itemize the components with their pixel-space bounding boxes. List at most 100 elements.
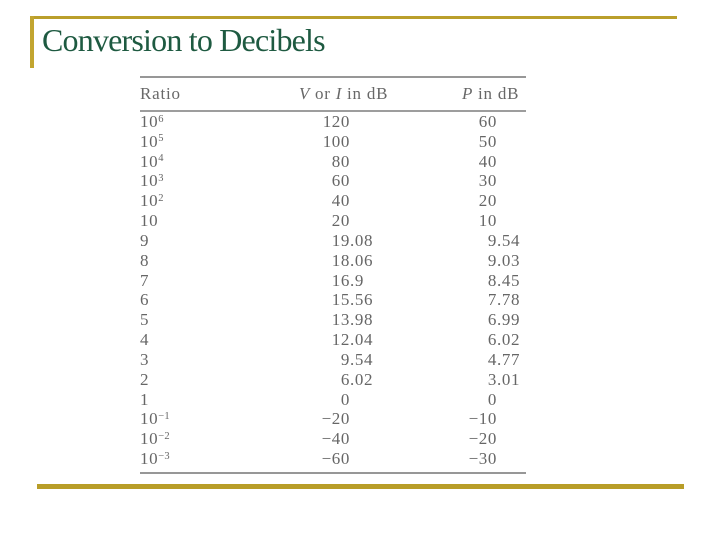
ratio-cell: 8 xyxy=(140,250,150,270)
table-row: 10−1 −20 −10 xyxy=(140,409,526,429)
p-db-cell-int: 50 xyxy=(478,131,497,151)
p-db-cell-int: −30 xyxy=(468,449,497,469)
v-db-cell-int: 13 xyxy=(331,310,350,330)
p-db-cell-int: 6 xyxy=(487,330,497,350)
table-row: 103 60 30 xyxy=(140,171,526,191)
p-db-cell-int: −10 xyxy=(468,409,497,429)
table-row: 6 15.56 7.78 xyxy=(140,290,526,310)
p-db-cell-int: 20 xyxy=(478,191,497,211)
p-db-cell-int: 10 xyxy=(478,211,497,231)
v-db-cell-frac: .06 xyxy=(350,250,374,270)
table-row: 104 80 40 xyxy=(140,152,526,172)
v-db-cell-int: 100 xyxy=(322,131,350,151)
p-db-cell-frac: .78 xyxy=(497,290,521,310)
ratio-cell: 2 xyxy=(140,369,150,389)
ratio-cell: 104 xyxy=(140,151,164,171)
table-row: 10−2 −40 −20 xyxy=(140,429,526,449)
v-db-cell-int: 16 xyxy=(331,270,350,290)
table-row: 3 9.54 4.77 xyxy=(140,350,526,370)
decibel-conversion-table: Ratio V or I in dB P in dB 106 120 60 105 10… xyxy=(140,76,526,476)
v-db-cell-int: 6 xyxy=(340,369,350,389)
v-db-cell-frac: .02 xyxy=(350,369,374,389)
v-db-cell-int: 15 xyxy=(331,290,350,310)
in-db-text: in dB xyxy=(472,84,520,103)
v-db-cell-int: 40 xyxy=(331,191,350,211)
p-db-cell-frac: .01 xyxy=(497,369,521,389)
footer-rule xyxy=(37,484,684,489)
v-db-cell-frac: .54 xyxy=(350,349,374,369)
table-row: 10 20 10 xyxy=(140,211,526,231)
ratio-cell: 6 xyxy=(140,290,150,310)
v-symbol: V xyxy=(299,84,310,103)
ratio-cell: 1 xyxy=(140,389,150,409)
ratio-cell: 10−3 xyxy=(140,449,170,469)
table-row: 9 19.08 9.54 xyxy=(140,231,526,251)
table-row: 2 6.02 3.01 xyxy=(140,370,526,390)
exponent: −2 xyxy=(158,430,170,442)
or-text: or xyxy=(309,84,336,103)
table-row: 105 100 50 xyxy=(140,132,526,152)
ratio-cell: 9 xyxy=(140,230,150,250)
ratio-cell: 4 xyxy=(140,330,150,350)
table-header-rule xyxy=(140,110,526,112)
v-db-cell-int: 60 xyxy=(331,171,350,191)
p-db-cell-int: 6 xyxy=(487,310,497,330)
v-db-cell-frac: .98 xyxy=(350,310,374,330)
v-db-cell-int: −60 xyxy=(321,449,350,469)
p-db-cell-frac: .54 xyxy=(497,230,521,250)
column-header-v-or-i: V or I in dB xyxy=(299,84,388,104)
v-db-cell-int: 9 xyxy=(340,349,350,369)
table-row: 1 0 0 xyxy=(140,390,526,410)
p-db-cell-int: 0 xyxy=(487,389,497,409)
ratio-cell: 10−2 xyxy=(140,429,170,449)
table-row: 106 120 60 xyxy=(140,112,526,132)
p-db-cell-int: 9 xyxy=(487,230,497,250)
in-db-text: in dB xyxy=(341,84,389,103)
v-db-cell-int: 120 xyxy=(322,112,350,131)
ratio-cell: 3 xyxy=(140,349,150,369)
v-db-cell-int: −20 xyxy=(321,409,350,429)
exponent: 4 xyxy=(158,153,164,165)
column-header-ratio: Ratio xyxy=(140,84,181,103)
v-db-cell-int: 80 xyxy=(331,151,350,171)
column-header-p: P in dB xyxy=(462,84,519,104)
p-db-cell-frac: .03 xyxy=(497,250,521,270)
exponent: 2 xyxy=(158,192,164,204)
p-db-cell-frac: .99 xyxy=(497,310,521,330)
exponent: 3 xyxy=(158,172,164,184)
ratio-cell: 10−1 xyxy=(140,409,170,429)
ratio-cell: 102 xyxy=(140,191,164,211)
table-body: 106 120 60 105 100 50 104 80 40 103 60 30 102 40 20 10 2… xyxy=(140,112,526,469)
title-top-rule xyxy=(30,16,677,19)
table-row: 102 40 20 xyxy=(140,191,526,211)
p-db-cell-int: 9 xyxy=(487,250,497,270)
p-db-cell-int: 40 xyxy=(478,151,497,171)
ratio-cell: 103 xyxy=(140,171,164,191)
p-db-cell-int: 60 xyxy=(478,112,497,131)
v-db-cell-int: 19 xyxy=(331,230,350,250)
v-db-cell-frac: .9 xyxy=(350,270,364,290)
ratio-cell: 10 xyxy=(140,211,159,231)
p-db-cell-frac: .02 xyxy=(497,330,521,350)
p-db-cell-int: 8 xyxy=(487,270,497,290)
table-row: 10−3 −60 −30 xyxy=(140,449,526,469)
table-row: 5 13.98 6.99 xyxy=(140,310,526,330)
exponent: −1 xyxy=(158,410,170,422)
title-left-accent-bar xyxy=(30,16,34,68)
page-title: Conversion to Decibels xyxy=(42,22,326,58)
v-db-cell-frac: .56 xyxy=(350,290,374,310)
v-db-cell-int: 0 xyxy=(340,389,350,409)
p-db-cell-int: 4 xyxy=(487,349,497,369)
v-db-cell-int: −40 xyxy=(321,429,350,449)
p-db-cell-int: −20 xyxy=(468,429,497,449)
ratio-cell: 5 xyxy=(140,310,150,330)
exponent: −3 xyxy=(158,450,170,462)
table-row: 7 16.9 8.45 xyxy=(140,271,526,291)
p-db-cell-frac: .45 xyxy=(497,270,521,290)
i-symbol: I xyxy=(335,84,342,103)
ratio-cell: 106 xyxy=(140,112,164,131)
p-db-cell-int: 30 xyxy=(478,171,497,191)
exponent: 5 xyxy=(158,133,164,145)
v-db-cell-frac: .04 xyxy=(350,330,374,350)
